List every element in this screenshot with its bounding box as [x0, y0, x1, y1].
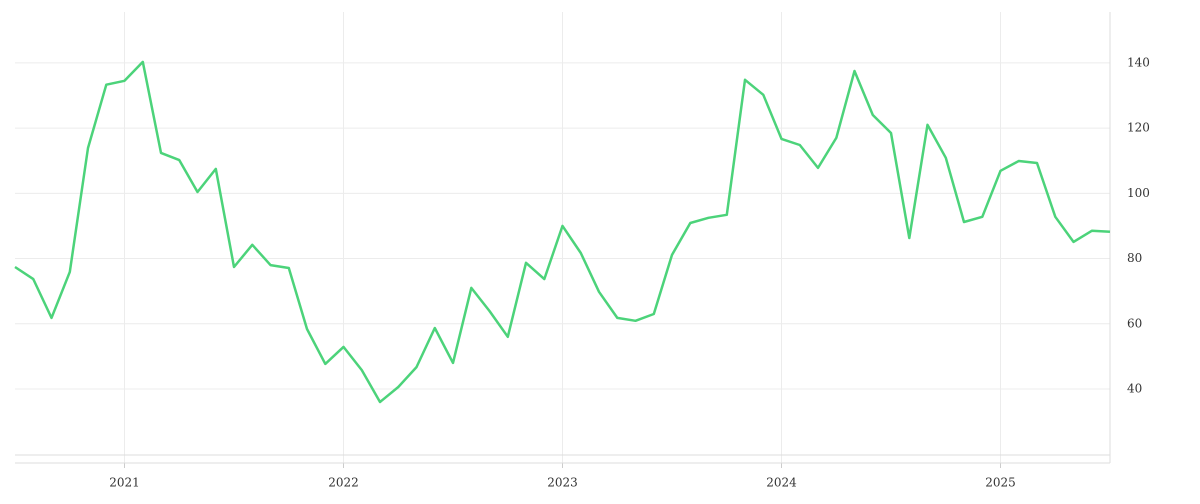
y-tick-label: 80: [1127, 251, 1142, 265]
x-tick-label: 2023: [547, 476, 578, 490]
y-tick-label: 60: [1127, 316, 1142, 330]
y-tick-label: 140: [1127, 55, 1150, 69]
x-tick-label: 2022: [328, 476, 359, 490]
x-tick-label: 2025: [985, 476, 1016, 490]
y-tick-label: 100: [1127, 186, 1150, 200]
x-tick-label: 2021: [109, 476, 140, 490]
data-line: [14, 60, 1111, 404]
y-tick-label: 120: [1127, 121, 1150, 135]
x-tick-label: 2024: [766, 476, 797, 490]
y-tick-label: 40: [1127, 381, 1142, 395]
